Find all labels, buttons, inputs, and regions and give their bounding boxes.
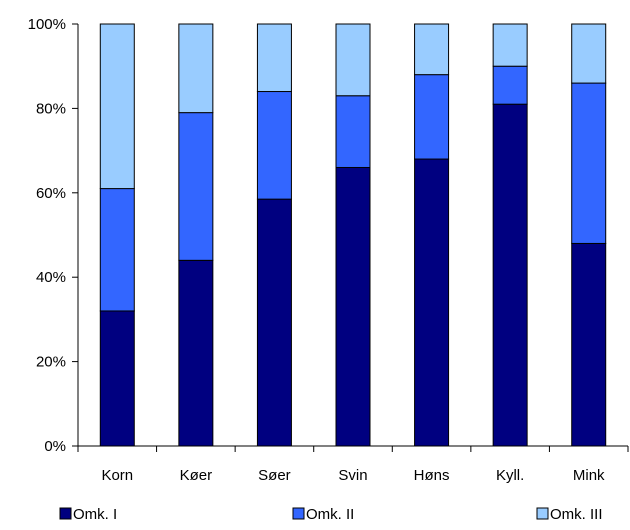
bar-segment-2 <box>335 95 371 168</box>
bar-segment-2 <box>492 65 528 105</box>
y-tick-label: 0% <box>44 438 66 455</box>
y-tick-label: 100% <box>28 16 66 33</box>
x-tick-label: Høns <box>414 467 450 484</box>
legend-label: Omk. III <box>550 506 603 523</box>
bar-segment-3 <box>178 23 214 114</box>
bar-segment-1 <box>256 198 292 447</box>
bar-segment-2 <box>414 74 450 160</box>
bar-segment-3 <box>256 23 292 93</box>
bar-segment-2 <box>178 112 214 261</box>
y-tick-label: 80% <box>36 100 66 117</box>
bar-segment-2 <box>99 188 135 312</box>
bar-segment-1 <box>335 166 371 447</box>
legend-label: Omk. I <box>73 506 117 523</box>
x-tick-label: Søer <box>258 467 291 484</box>
y-tick-label: 60% <box>36 185 66 202</box>
x-tick-label: Køer <box>180 467 213 484</box>
legend-swatch <box>59 507 72 520</box>
bar-segment-3 <box>414 23 450 76</box>
bars <box>99 23 607 447</box>
bar-segment-2 <box>571 82 607 244</box>
x-tick-label: Svin <box>338 467 367 484</box>
x-axis: Korn Køer Søer Svin Høns Kyll. Mink <box>77 445 629 484</box>
bar-segment-2 <box>256 91 292 200</box>
bar-segment-1 <box>414 158 450 447</box>
bar-segment-1 <box>178 259 214 447</box>
bar-segment-1 <box>99 310 135 447</box>
bar-segment-3 <box>492 23 528 67</box>
x-tick-label: Mink <box>573 467 605 484</box>
bar-segment-1 <box>571 242 607 447</box>
legend-swatch <box>536 507 549 520</box>
y-axis: 0% 20% 40% 60% 80% 100% <box>28 16 79 455</box>
x-tick-label: Kyll. <box>496 467 524 484</box>
x-tick-label: Korn <box>101 467 133 484</box>
bar-segment-3 <box>99 23 135 190</box>
legend-label: Omk. II <box>306 506 354 523</box>
y-tick-label: 20% <box>36 354 66 371</box>
bar-segment-3 <box>335 23 371 97</box>
legend: Omk. I Omk. II Omk. III <box>59 506 603 523</box>
bar-segment-3 <box>571 23 607 84</box>
bar-segment-1 <box>492 103 528 447</box>
legend-swatch <box>292 507 305 520</box>
y-tick-label: 40% <box>36 269 66 286</box>
